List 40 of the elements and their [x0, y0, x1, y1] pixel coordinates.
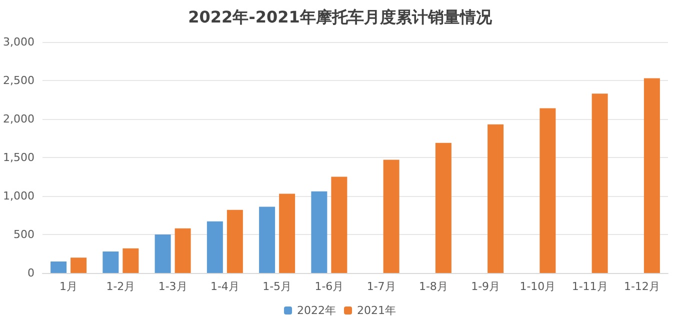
y-tick-label: 3,000 — [2, 36, 34, 48]
bar — [154, 234, 171, 273]
chart-title: 2022年-2021年摩托车月度累计销量情况 — [188, 8, 493, 26]
x-tick-label: 1-5月 — [262, 280, 292, 293]
bar — [540, 108, 556, 273]
x-tick-label: 1-12月 — [624, 280, 660, 293]
x-tick-label: 1-2月 — [106, 280, 136, 293]
y-tick-label: 1,500 — [2, 151, 34, 164]
y-tick-label: 0 — [27, 266, 34, 280]
bar — [488, 124, 504, 273]
y-tick-label: 2,500 — [2, 74, 34, 87]
x-tick-label: 1-8月 — [418, 280, 448, 293]
bar — [383, 160, 400, 273]
x-tick-label: 1-3月 — [158, 280, 188, 293]
bar — [279, 194, 296, 273]
x-tick-label: 1-7月 — [366, 280, 396, 293]
x-tick-label: 1-11月 — [572, 280, 608, 293]
bar — [70, 258, 87, 273]
bar — [206, 221, 223, 273]
bar — [50, 261, 67, 273]
x-tick-label: 1-6月 — [314, 280, 344, 293]
bar — [226, 210, 243, 273]
x-tick-label: 1月 — [60, 280, 78, 293]
x-tick-label: 1-10月 — [520, 280, 556, 293]
bar — [259, 206, 276, 273]
bar — [174, 228, 191, 273]
bar — [644, 78, 660, 273]
y-tick-label: 2,000 — [2, 112, 34, 126]
y-tick-label: 1,000 — [2, 190, 34, 202]
y-tick-label: 500 — [13, 228, 34, 241]
bar — [102, 251, 119, 273]
bar — [592, 94, 608, 273]
bar — [122, 248, 139, 273]
x-tick-label: 1-4月 — [210, 280, 240, 293]
bar — [311, 191, 328, 273]
bar — [435, 142, 452, 273]
x-tick-label: 1-9月 — [471, 280, 500, 293]
legend-label: 2021年 — [357, 304, 396, 317]
bar — [331, 176, 348, 273]
legend-label: 2022年 — [297, 304, 336, 317]
